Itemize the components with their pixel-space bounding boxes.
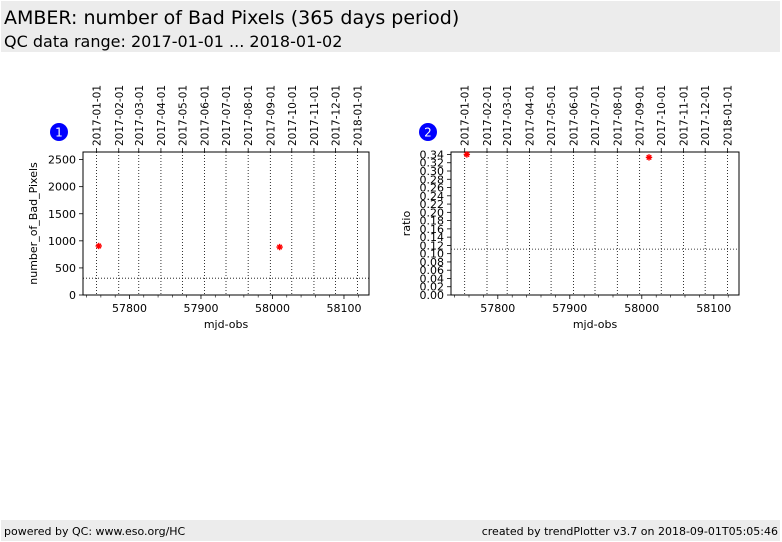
chart1-date-tick-label: 2017-02-01: [114, 85, 126, 146]
chart2-y-tick-label: 0.16: [420, 223, 445, 236]
footer-powered-by: powered by QC: www.eso.org/HC: [4, 525, 186, 538]
chart2-x-tick-label: 58100: [696, 302, 731, 315]
chart1-date-tick-label: 2017-07-01: [221, 85, 233, 146]
chart1-axes-frame: [82, 151, 370, 296]
chart2-badge-number: 2: [424, 126, 432, 140]
chart2-y-tick-label: 0.12: [420, 239, 445, 252]
chart2-date-tick-label: 2017-07-01: [590, 85, 602, 146]
chart1-x-tick-label: 58000: [255, 302, 290, 315]
chart1-date-tick-label: 2017-01-01: [92, 85, 104, 146]
chart2-x-tick-label: 57900: [552, 302, 587, 315]
chart1-y-tick-label: 1000: [48, 235, 76, 248]
chart1-x-tick-label: 58100: [326, 302, 361, 315]
chart2-y-tick-label: 0.30: [420, 165, 445, 178]
chart2-y-tick-label: 0.34: [420, 148, 445, 161]
chart2-date-tick-label: 2017-03-01: [502, 85, 514, 146]
chart2-date-tick-label: 2017-01-01: [460, 85, 472, 146]
chart2-date-tick-label: 2017-02-01: [482, 85, 494, 146]
chart2-date-tick-label: 2017-08-01: [612, 85, 624, 146]
chart2-data-point: [463, 151, 471, 158]
chart2-y-tick-label: 0.08: [420, 256, 445, 269]
chart2-y-tick-label: 0.26: [420, 182, 445, 195]
chart2-y-tick-label: 0.06: [420, 264, 445, 277]
header-band: AMBER: number of Bad Pixels (365 days pe…: [1, 1, 780, 52]
chart2-y-tick-label: 0.20: [420, 206, 445, 219]
chart1-data-point: [95, 242, 102, 250]
chart1-y-axis-label: number_of_Bad_Pixels: [27, 162, 40, 285]
chart1-y-tick-label: 500: [55, 262, 76, 275]
chart2-y-tick-label: 0.02: [420, 281, 445, 294]
chart1-y-tick-label: 0: [69, 289, 76, 302]
chart1-date-tick-label: 2018-01-01: [353, 85, 365, 146]
chart1-date-tick-label: 2017-06-01: [200, 85, 212, 146]
chart1-y-tick-label: 2500: [48, 154, 76, 167]
chart1-x-tick-label: 57900: [183, 302, 218, 315]
chart1-x-axis-label: mjd-obs: [204, 318, 249, 331]
chart1-badge-circle: [50, 123, 68, 141]
page-title: AMBER: number of Bad Pixels (365 days pe…: [4, 7, 460, 29]
chart1-date-tick-label: 2017-09-01: [265, 85, 277, 146]
chart2-y-tick-label: 0.10: [420, 248, 445, 261]
chart2-y-tick-label: 0.00: [420, 289, 445, 302]
chart2-x-axis-label: mjd-obs: [573, 318, 618, 331]
chart2-y-axis-label: ratio: [400, 211, 413, 237]
chart2-y-tick-label: 0.22: [420, 198, 445, 211]
chart1-date-tick-label: 2017-12-01: [330, 85, 342, 146]
chart2-y-tick-label: 0.14: [420, 231, 445, 244]
chart2-y-tick-label: 0.04: [420, 272, 445, 285]
footer-band: powered by QC: www.eso.org/HC created by…: [1, 520, 780, 541]
chart2-y-tick-label: 0.18: [420, 215, 445, 228]
chart2-x-tick-label: 57800: [480, 302, 515, 315]
chart2-date-tick-label: 2017-04-01: [524, 85, 536, 146]
chart1-badge-number: 1: [55, 126, 63, 140]
chart1-date-tick-label: 2017-04-01: [156, 85, 168, 146]
chart2-axes-frame: [450, 151, 740, 296]
chart1-date-tick-label: 2017-10-01: [287, 85, 299, 146]
chart1-date-tick-label: 2017-03-01: [134, 85, 146, 146]
chart2-date-tick-label: 2017-06-01: [568, 85, 580, 146]
chart2-y-tick-label: 0.32: [420, 157, 445, 170]
chart2-data-point: [645, 154, 653, 161]
chart1-date-tick-label: 2017-11-01: [309, 85, 321, 146]
chart1-data-point: [276, 243, 283, 251]
chart2-badge-circle: [419, 123, 437, 141]
chart2-y-tick-label: 0.24: [420, 190, 445, 203]
chart2-date-tick-label: 2017-12-01: [700, 85, 712, 146]
footer-created-by: created by trendPlotter v3.7 on 2018-09-…: [481, 525, 778, 538]
chart1-x-tick-label: 57800: [112, 302, 147, 315]
chart1-y-tick-label: 1500: [48, 208, 76, 221]
chart2-date-tick-label: 2017-05-01: [546, 85, 558, 146]
chart2-date-tick-label: 2017-09-01: [635, 85, 647, 146]
chart2-date-tick-label: 2017-10-01: [656, 85, 668, 146]
chart1-date-tick-label: 2017-08-01: [243, 85, 255, 146]
chart2-y-tick-label: 0.28: [420, 173, 445, 186]
chart2-date-tick-label: 2017-11-01: [679, 85, 691, 146]
chart2-x-tick-label: 58000: [624, 302, 659, 315]
chart1-date-tick-label: 2017-05-01: [177, 85, 189, 146]
chart1-y-tick-label: 2000: [48, 181, 76, 194]
chart2-date-tick-label: 2018-01-01: [722, 85, 734, 146]
page-subtitle: QC data range: 2017-01-01 ... 2018-01-02: [4, 32, 343, 51]
